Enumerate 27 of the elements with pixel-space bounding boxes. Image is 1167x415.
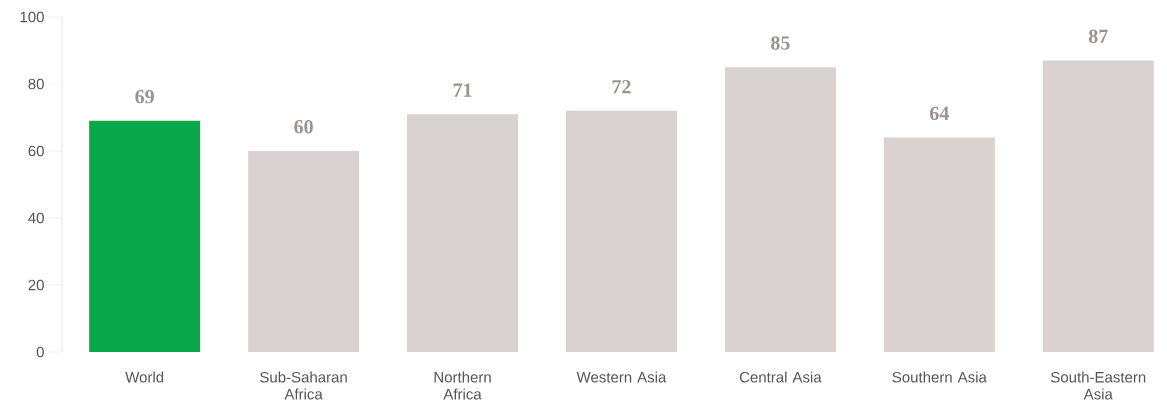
x-tick-label: World: [125, 371, 164, 383]
bar: [724, 67, 836, 352]
y-tick-label: 60: [28, 145, 44, 157]
bar: [407, 114, 519, 352]
data-label: 87: [1088, 29, 1108, 44]
bar: [1042, 60, 1154, 352]
x-tick-label: South-Eastern Asia: [1051, 371, 1146, 400]
y-tick-label: 40: [28, 212, 44, 224]
data-label: 85: [771, 36, 790, 50]
y-tick-label: 20: [28, 279, 44, 291]
bar: [248, 151, 360, 352]
x-tick-label: Western Asia: [576, 371, 667, 383]
bar: [565, 110, 677, 352]
data-label: 60: [294, 119, 313, 134]
bar: [883, 137, 995, 352]
y-tick-label: 100: [20, 11, 44, 23]
x-tick-label: Sub-Saharan Africa: [260, 371, 347, 400]
data-label: 71: [453, 83, 472, 97]
y-tick-label: 0: [36, 346, 44, 358]
y-tick-label: 80: [28, 78, 44, 90]
x-tick-label: Northern Africa: [434, 371, 491, 400]
x-tick-label: Central Asia: [739, 371, 822, 383]
bar: [89, 120, 201, 352]
data-label: 72: [612, 80, 631, 94]
x-tick-label: Southern Asia: [892, 371, 987, 383]
data-label: 69: [135, 89, 154, 104]
data-label: 64: [930, 106, 949, 121]
